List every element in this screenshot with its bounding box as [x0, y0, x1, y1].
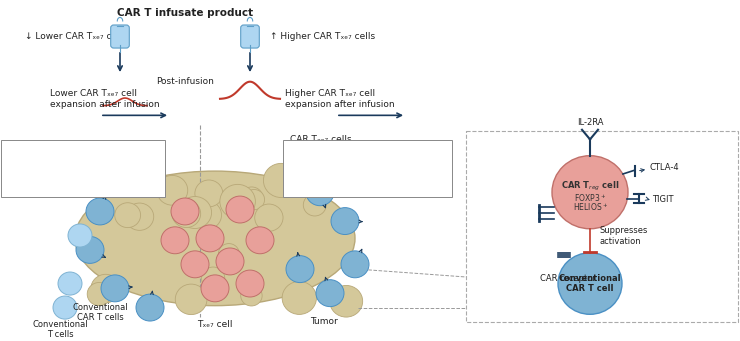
- Circle shape: [263, 163, 299, 197]
- Text: CAR T$_{reg}$ cell: CAR T$_{reg}$ cell: [561, 180, 619, 193]
- Circle shape: [331, 208, 359, 235]
- Circle shape: [341, 251, 369, 278]
- Text: Conventional
CAR T cell: Conventional CAR T cell: [559, 274, 622, 293]
- Circle shape: [172, 200, 201, 227]
- Circle shape: [330, 285, 363, 317]
- Circle shape: [192, 201, 221, 229]
- Text: • Higher conventional CAR T
  cell proliferation
• Greater tumor killing
• Durab: • Higher conventional CAR T cell prolife…: [8, 146, 118, 193]
- Text: Tₓₑ₇ cell: Tₓₑ₇ cell: [198, 320, 233, 329]
- Circle shape: [130, 172, 155, 196]
- Circle shape: [195, 180, 223, 207]
- Text: Post-infusion: Post-infusion: [156, 77, 214, 86]
- Text: CAR T infusate product: CAR T infusate product: [117, 8, 253, 18]
- Circle shape: [558, 253, 622, 314]
- Circle shape: [101, 275, 129, 302]
- Circle shape: [171, 198, 199, 225]
- Circle shape: [282, 281, 317, 314]
- Text: Suppresses
activation: Suppresses activation: [600, 226, 648, 246]
- Text: IL-2RA: IL-2RA: [576, 118, 603, 127]
- Circle shape: [286, 256, 314, 283]
- Text: ↓ Lower CAR Tₓₑ₇ cells: ↓ Lower CAR Tₓₑ₇ cells: [25, 32, 127, 41]
- FancyBboxPatch shape: [111, 25, 130, 48]
- Circle shape: [53, 296, 77, 319]
- FancyBboxPatch shape: [283, 140, 452, 197]
- Circle shape: [240, 285, 262, 306]
- Circle shape: [136, 294, 164, 321]
- Circle shape: [58, 272, 82, 295]
- Text: Conventional
CAR T cells: Conventional CAR T cells: [73, 303, 128, 322]
- Circle shape: [115, 203, 141, 227]
- Text: Tumor: Tumor: [310, 317, 337, 326]
- Circle shape: [201, 267, 225, 289]
- Text: CAR Tₓₑ₇ cells: CAR Tₓₑ₇ cells: [290, 135, 351, 144]
- Circle shape: [552, 156, 628, 229]
- Circle shape: [303, 194, 326, 216]
- Text: Lower CAR Tₓₑ₇ cell
expansion after infusion: Lower CAR Tₓₑ₇ cell expansion after infu…: [50, 89, 160, 109]
- Circle shape: [125, 203, 154, 231]
- Circle shape: [218, 243, 239, 264]
- Circle shape: [236, 270, 264, 297]
- Circle shape: [240, 187, 263, 209]
- Text: TIGIT: TIGIT: [652, 195, 673, 204]
- Text: Conventional
T cells: Conventional T cells: [32, 320, 88, 340]
- Circle shape: [196, 225, 224, 252]
- Circle shape: [161, 227, 189, 254]
- FancyBboxPatch shape: [240, 25, 259, 48]
- Circle shape: [306, 179, 334, 206]
- Circle shape: [246, 227, 274, 254]
- Circle shape: [175, 284, 207, 315]
- Circle shape: [157, 175, 188, 205]
- FancyBboxPatch shape: [1, 140, 165, 197]
- Circle shape: [255, 204, 283, 231]
- Text: FOXP3$^+$: FOXP3$^+$: [574, 192, 606, 204]
- Circle shape: [216, 248, 244, 275]
- Text: HELIOS$^+$: HELIOS$^+$: [573, 202, 608, 213]
- Circle shape: [87, 282, 111, 306]
- Text: CTLA-4: CTLA-4: [650, 163, 679, 172]
- Circle shape: [91, 274, 121, 303]
- Text: CAR receptor: CAR receptor: [540, 274, 596, 283]
- Text: ↑ Higher CAR Tₓₑ₇ cells: ↑ Higher CAR Tₓₑ₇ cells: [270, 32, 375, 41]
- FancyBboxPatch shape: [466, 131, 738, 322]
- Circle shape: [181, 251, 209, 278]
- Circle shape: [243, 190, 265, 210]
- Circle shape: [116, 164, 144, 191]
- Circle shape: [68, 224, 92, 247]
- Circle shape: [201, 275, 229, 302]
- Circle shape: [178, 196, 212, 228]
- Text: • Lower conventional CAR T
  cell proliferation
• Lower tumor killing
• Increase: • Lower conventional CAR T cell prolifer…: [290, 146, 397, 193]
- Circle shape: [316, 280, 344, 307]
- Ellipse shape: [75, 171, 355, 306]
- Text: Higher CAR Tₓₑ₇ cell
expansion after infusion: Higher CAR Tₓₑ₇ cell expansion after inf…: [285, 89, 394, 109]
- Circle shape: [220, 184, 255, 219]
- Circle shape: [86, 198, 114, 225]
- Circle shape: [226, 196, 254, 223]
- Circle shape: [76, 236, 104, 263]
